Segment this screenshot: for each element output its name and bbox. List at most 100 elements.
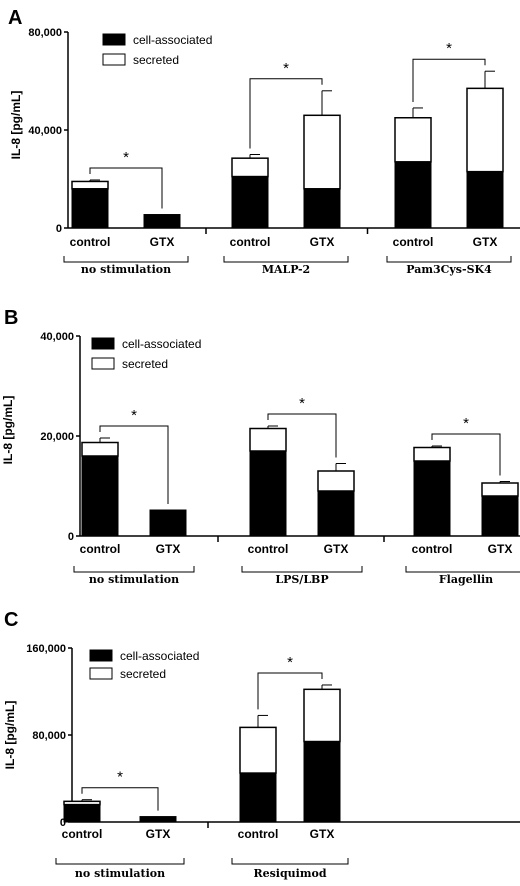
- group-bracket: [55, 858, 185, 865]
- x-tick-label: control: [238, 827, 279, 841]
- y-axis-label: IL-8 [pg/mL]: [1, 396, 15, 465]
- panel-letter: A: [8, 7, 22, 29]
- panel-letter: B: [4, 307, 18, 329]
- y-tick-label: 0: [56, 223, 62, 235]
- bar-secreted: [303, 688, 341, 743]
- x-tick-label: GTX: [324, 542, 349, 556]
- bar-cell-associated: [139, 816, 177, 823]
- significance-bracket: [267, 413, 337, 458]
- bar-secreted: [231, 157, 269, 178]
- legend-label-cell-associated: cell-associated: [133, 33, 212, 47]
- x-tick-label: GTX: [150, 235, 175, 249]
- panel-letter: C: [4, 609, 18, 631]
- x-tick-label: control: [80, 542, 121, 556]
- legend-label-cell-associated: cell-associated: [122, 337, 201, 351]
- bar-cell-associated: [249, 450, 287, 537]
- bar-secreted: [394, 117, 432, 163]
- y-tick-label: 40,000: [28, 125, 62, 137]
- legend-swatch-secreted: [102, 53, 126, 66]
- x-tick-label: GTX: [488, 542, 513, 556]
- group-bracket: [405, 566, 520, 573]
- bar-cell-associated: [303, 188, 341, 229]
- significance-bracket: [99, 425, 169, 504]
- legend-swatch-secreted: [91, 357, 115, 370]
- x-tick-label: control: [412, 542, 453, 556]
- group-label: Flagellin: [439, 573, 493, 586]
- group-label: no stimulation: [81, 263, 171, 276]
- group-bracket: [231, 858, 349, 865]
- significance-bracket: [89, 167, 163, 209]
- bar-cell-associated: [81, 455, 119, 537]
- panel-a-chart: A 0 40,000 80,000 IL-8 [pg/mL] cell-associate…: [8, 7, 520, 276]
- x-tick-label: control: [70, 235, 111, 249]
- significance-bracket: [431, 433, 501, 476]
- significance-bracket: [412, 58, 486, 102]
- x-tick-label: GTX: [156, 542, 181, 556]
- x-tick-label: control: [393, 235, 434, 249]
- x-tick-label: control: [62, 827, 103, 841]
- group-bracket: [63, 256, 189, 263]
- y-tick-label: 80,000: [32, 730, 66, 742]
- group-bracket: [241, 566, 363, 573]
- y-axis-label: IL-8 [pg/mL]: [9, 91, 23, 160]
- panel-c-chart: C 0 80,000 160,000 IL-8 [pg/mL] cell-associat…: [3, 609, 520, 880]
- legend-label-secreted: secreted: [122, 357, 168, 371]
- y-tick-label: 20,000: [40, 431, 74, 443]
- significance-star: *: [131, 407, 137, 424]
- significance-bracket: [257, 672, 323, 710]
- group-label: MALP-2: [262, 263, 310, 276]
- bar-secreted: [249, 427, 287, 452]
- group-label: no stimulation: [75, 867, 165, 880]
- significance-star: *: [463, 415, 469, 432]
- x-tick-label: GTX: [310, 827, 335, 841]
- legend-swatch-cell-associated: [91, 337, 115, 350]
- significance-star: *: [123, 149, 129, 166]
- x-tick-label: control: [248, 542, 289, 556]
- group-bracket: [386, 256, 512, 263]
- bar-cell-associated: [466, 171, 504, 229]
- bar-cell-associated: [71, 188, 109, 229]
- bar-secreted: [466, 87, 504, 173]
- y-tick-label: 160,000: [26, 643, 66, 655]
- legend-label-secreted: secreted: [120, 667, 166, 681]
- group-bracket: [73, 566, 195, 573]
- significance-star: *: [446, 40, 452, 57]
- legend-swatch-cell-associated: [89, 649, 113, 662]
- x-tick-label: GTX: [310, 235, 335, 249]
- bar-secreted: [481, 482, 519, 497]
- x-tick-label: GTX: [146, 827, 171, 841]
- significance-bracket: [249, 78, 323, 149]
- bar-cell-associated: [394, 161, 432, 229]
- bar-cell-associated: [143, 214, 181, 229]
- bar-secreted: [71, 180, 109, 190]
- bar-secreted: [303, 114, 341, 190]
- legend-label-cell-associated: cell-associated: [120, 649, 199, 663]
- group-bracket: [223, 256, 349, 263]
- bar-cell-associated: [239, 772, 277, 823]
- bar-cell-associated: [303, 741, 341, 823]
- significance-bracket: [81, 787, 159, 811]
- legend-swatch-cell-associated: [102, 33, 126, 46]
- bar-cell-associated: [231, 176, 269, 229]
- y-axis-label: IL-8 [pg/mL]: [3, 701, 17, 770]
- group-label: no stimulation: [89, 573, 179, 586]
- bar-secreted: [239, 726, 277, 774]
- significance-star: *: [287, 654, 293, 671]
- bar-secreted: [81, 441, 119, 457]
- bar-cell-associated: [63, 804, 101, 823]
- x-tick-label: control: [230, 235, 271, 249]
- bar-cell-associated: [481, 495, 519, 537]
- panel-b-chart: B 0 20,000 40,000 IL-8 [pg/mL] cell-associate…: [1, 307, 520, 586]
- legend-label-secreted: secreted: [133, 53, 179, 67]
- y-tick-label: 40,000: [40, 331, 74, 343]
- significance-star: *: [117, 769, 123, 786]
- significance-star: *: [299, 395, 305, 412]
- legend-swatch-secreted: [89, 667, 113, 680]
- group-label: LPS/LBP: [275, 573, 328, 586]
- bar-secreted: [413, 446, 451, 462]
- group-label: Resiquimod: [253, 867, 326, 880]
- y-tick-label: 80,000: [28, 27, 62, 39]
- bar-cell-associated: [149, 509, 187, 537]
- y-tick-label: 0: [60, 817, 66, 829]
- bar-secreted: [317, 470, 355, 492]
